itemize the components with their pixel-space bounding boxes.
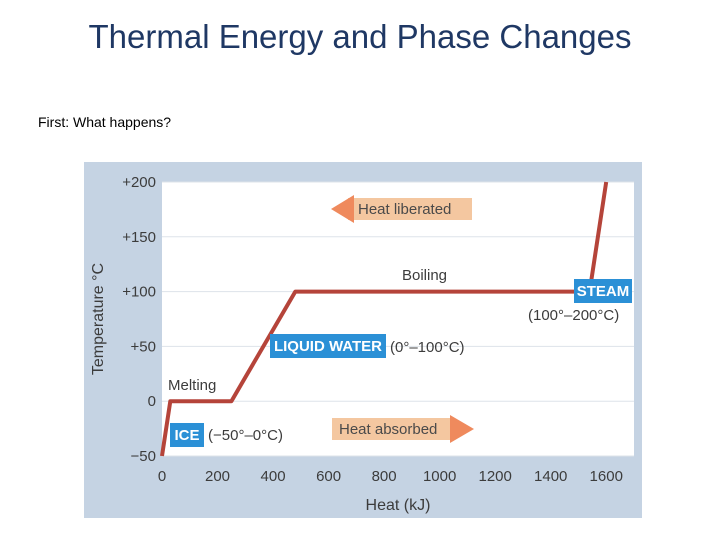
melting-label: Melting xyxy=(168,377,216,394)
steam-label: STEAM (100°–200°C) xyxy=(528,279,632,324)
x-tick-label: 1400 xyxy=(534,468,567,485)
liquid-water-label: LIQUID WATER (0°–100°C) xyxy=(270,334,465,358)
ice-box xyxy=(170,423,204,447)
slide-title: Thermal Energy and Phase Changes xyxy=(88,18,632,55)
x-tick-label: 800 xyxy=(372,468,397,485)
plot-area xyxy=(162,182,634,456)
ice-text: ICE xyxy=(174,427,199,444)
x-tick-label: 600 xyxy=(316,468,341,485)
x-tick-label: 1200 xyxy=(478,468,511,485)
y-tick-label: +100 xyxy=(122,284,156,301)
ice-range: (−50°–0°C) xyxy=(208,427,283,444)
heat-absorbed-arrow: Heat absorbed xyxy=(332,415,474,443)
heat-liberated-arrow: Heat liberated xyxy=(331,195,472,223)
steam-range: (100°–200°C) xyxy=(528,307,619,324)
temperature-curve xyxy=(160,181,609,457)
x-tick-label: 0 xyxy=(158,468,166,485)
y-tick-label: +200 xyxy=(122,174,156,191)
phase-change-chart: −50 0 +50 +100 +150 +200 0 200 400 600 800 1000 1200… xyxy=(84,162,642,518)
x-tick-label: 1000 xyxy=(423,468,456,485)
ice-label: ICE (−50°–0°C) xyxy=(170,423,283,447)
x-tick-label: 200 xyxy=(205,468,230,485)
y-axis-label: Temperature °C xyxy=(90,263,107,375)
steam-text: STEAM xyxy=(577,283,630,300)
y-tick-label: +150 xyxy=(122,229,156,246)
y-tick-label: −50 xyxy=(131,448,156,465)
x-tick-label: 400 xyxy=(261,468,286,485)
slide-subtitle: First: What happens? xyxy=(38,114,172,130)
steam-box xyxy=(574,279,632,303)
boiling-label: Boiling xyxy=(402,267,447,284)
liquid-water-text: LIQUID WATER xyxy=(274,338,382,355)
heat-absorbed-label: Heat absorbed xyxy=(339,421,437,438)
y-tick-label: 0 xyxy=(148,393,156,410)
x-axis-label: Heat (kJ) xyxy=(366,497,431,514)
x-tick-label: 1600 xyxy=(590,468,623,485)
liquid-water-range: (0°–100°C) xyxy=(390,339,465,356)
heat-liberated-label: Heat liberated xyxy=(358,201,451,218)
liquid-water-box xyxy=(270,334,386,358)
y-tick-label: +50 xyxy=(131,338,156,355)
